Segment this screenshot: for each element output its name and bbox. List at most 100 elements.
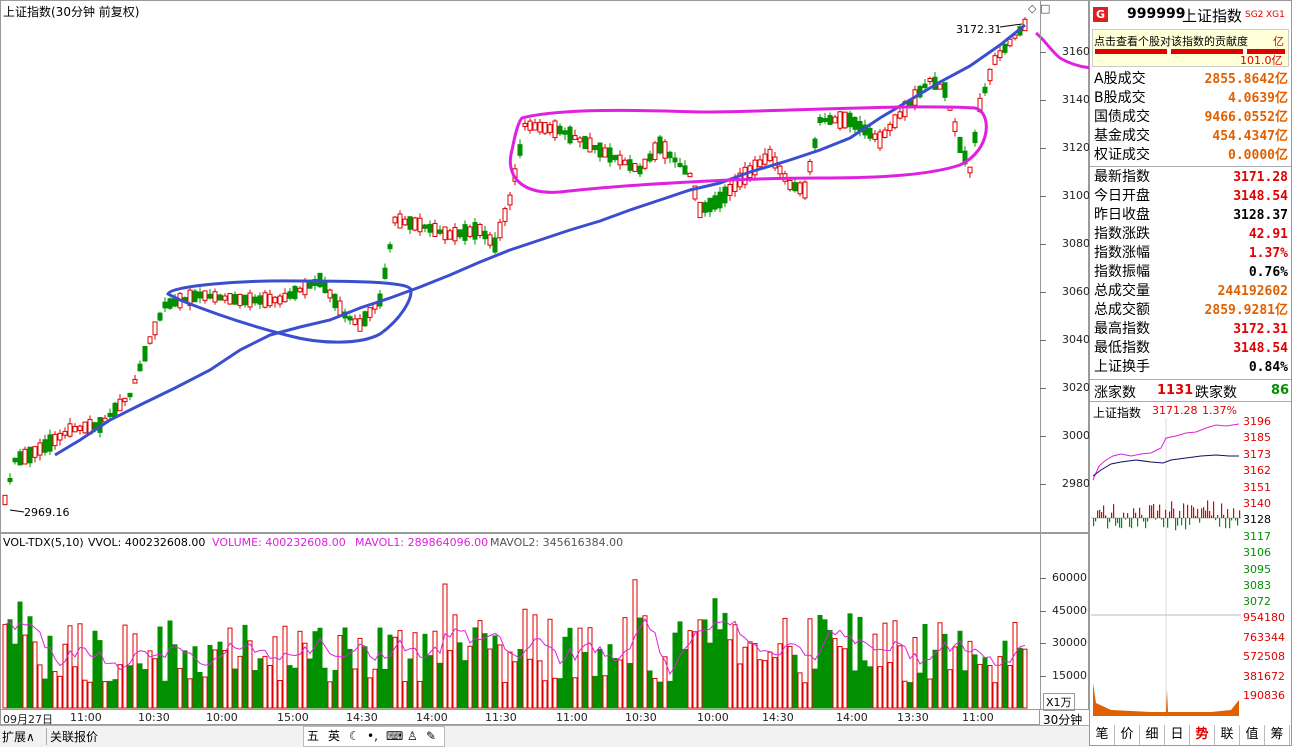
- mini-breadth-bar: [1181, 518, 1183, 526]
- shirt-icon[interactable]: ♙: [407, 729, 418, 743]
- candle-body: [612, 154, 618, 161]
- volume-bar: [227, 627, 233, 709]
- volume-bar: [752, 643, 758, 709]
- volume-bar: [32, 641, 38, 709]
- side-tab[interactable]: 联: [1215, 725, 1240, 745]
- mini-price-tick: 3106: [1243, 546, 1271, 560]
- related-quote-button[interactable]: 关联报价: [46, 728, 98, 745]
- row-value: 244192602: [1217, 284, 1288, 299]
- period-button[interactable]: 30分钟: [1043, 713, 1083, 727]
- index-stat-row: 指数振幅 0.76%: [1093, 263, 1290, 282]
- mini-breadth-bar: [1217, 515, 1219, 518]
- tag-sg2[interactable]: SG2: [1245, 10, 1264, 20]
- volume-bar: [867, 666, 873, 709]
- mini-breadth-bar: [1221, 503, 1223, 518]
- expand-button[interactable]: 扩展∧: [2, 730, 35, 744]
- wrench-icon[interactable]: ✎: [426, 729, 437, 743]
- candle-body: [687, 172, 693, 178]
- candle-body: [887, 123, 893, 132]
- volume-bar: [427, 655, 433, 709]
- volume-panel[interactable]: [0, 533, 1089, 710]
- volume-bar: [42, 678, 48, 709]
- ime-lang-icon[interactable]: 英: [328, 729, 341, 743]
- keyboard-icon[interactable]: ⌨: [386, 729, 404, 743]
- price-tick: 2980: [1062, 477, 1090, 490]
- volume-bar: [192, 646, 198, 709]
- volume-bar: [767, 651, 773, 709]
- ime-toolbar[interactable]: 五 英 ☾ •, ⌨ ♙ ✎: [303, 726, 445, 747]
- contribution-hint[interactable]: 点击查看个股对该指数的贡献度: [1094, 35, 1248, 48]
- candle-body: [717, 191, 723, 209]
- candle-body: [622, 159, 628, 166]
- candle-body: [952, 121, 958, 132]
- volume-bar: [852, 670, 858, 709]
- volume-bar: [952, 646, 958, 709]
- mini-breadth-bar: [1213, 501, 1215, 518]
- tag-xg1[interactable]: XG1: [1266, 10, 1285, 20]
- candle-body: [217, 294, 223, 301]
- volume-bar: [477, 620, 483, 709]
- mini-intraday-svg[interactable]: [1091, 418, 1241, 718]
- ime-mode-icon[interactable]: 五: [307, 729, 320, 743]
- mini-breadth-bar: [1227, 509, 1229, 518]
- candle-body: [727, 184, 733, 196]
- candle-body: [27, 446, 33, 464]
- candle-body: [507, 194, 513, 206]
- volume-bar: [217, 641, 223, 709]
- volume-bar: [57, 675, 63, 709]
- volume-bar: [612, 657, 618, 709]
- volume-bar: [237, 655, 243, 709]
- volume-bar: [547, 618, 553, 709]
- candle-body: [792, 182, 798, 192]
- side-tab[interactable]: 笔: [1090, 725, 1115, 745]
- candle-body: [277, 295, 283, 305]
- candle-body: [492, 237, 498, 253]
- candle-body: [817, 116, 823, 124]
- side-tab[interactable]: 价: [1115, 725, 1140, 745]
- candle-body: [292, 285, 298, 300]
- mini-volume-tick: 763344: [1243, 630, 1285, 644]
- mini-breadth-bar: [1185, 518, 1187, 530]
- side-tab[interactable]: 筹: [1265, 725, 1290, 745]
- mini-breadth-bar: [1165, 509, 1167, 518]
- candle-body: [672, 157, 678, 163]
- volume-value: VOLUME: 400232608.00: [212, 536, 346, 549]
- candle-body: [832, 116, 838, 124]
- side-tab[interactable]: 势: [1190, 725, 1215, 745]
- volume-bar: [907, 682, 913, 709]
- vol-indicator-name: VOL-TDX(5,10): [3, 536, 84, 549]
- volume-bar: [72, 666, 78, 709]
- volume-bar: [197, 672, 203, 709]
- candle-body: [127, 392, 133, 398]
- contribution-box[interactable]: [1092, 29, 1289, 67]
- volume-bar: [302, 642, 308, 709]
- candle-body: [57, 432, 63, 441]
- mini-breadth-bar: [1171, 501, 1173, 518]
- volume-bar: [172, 644, 178, 709]
- mini-breadth-bar: [1155, 518, 1157, 520]
- volume-tick: 60000: [1052, 571, 1087, 584]
- volume-bar: [727, 639, 733, 709]
- volume-bar: [257, 658, 263, 709]
- side-tab[interactable]: 细: [1140, 725, 1165, 745]
- candle-body: [332, 293, 338, 309]
- candle-body: [852, 116, 858, 130]
- dot-icon[interactable]: •,: [367, 729, 378, 743]
- row-value: 3148.54: [1233, 189, 1288, 204]
- side-tab[interactable]: 值: [1240, 725, 1265, 745]
- restore-icon[interactable]: ◇ □: [1028, 2, 1051, 15]
- side-tab[interactable]: 日: [1165, 725, 1190, 745]
- candle-body: [297, 287, 303, 293]
- mini-volume-tick: 190836: [1243, 689, 1285, 702]
- moon-icon[interactable]: ☾: [349, 729, 360, 743]
- row-key: 基金成交: [1094, 128, 1150, 144]
- mini-breadth-bar: [1101, 511, 1103, 518]
- kline-chart-panel[interactable]: [0, 0, 1089, 533]
- volume-bar: [502, 682, 508, 709]
- mini-volume-area: [1093, 683, 1239, 716]
- mini-breadth-bar: [1131, 518, 1133, 529]
- volume-bar: [442, 583, 448, 709]
- volume-axis: [1040, 533, 1089, 710]
- mini-breadth-bar: [1115, 518, 1117, 526]
- candle-body: [167, 298, 173, 309]
